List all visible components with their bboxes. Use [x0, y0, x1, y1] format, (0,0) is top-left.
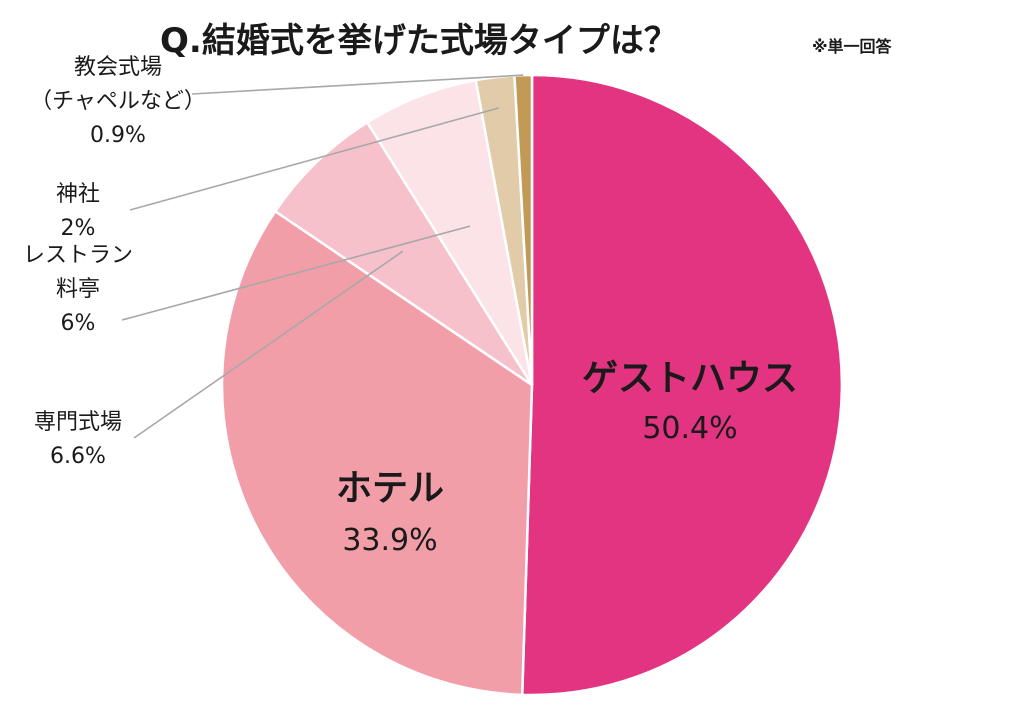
chart-title: Q.結婚式を挙げた式場タイプは？ [160, 21, 678, 61]
pie-slice-1 [520, 73, 844, 697]
pie-slice-2 [220, 209, 534, 697]
slice-value-1: 50.4% [642, 411, 737, 446]
leader-line-4 [121, 225, 471, 321]
slice-label-2: ホテル [336, 468, 444, 509]
slice-label-6-line-1: 教会式場 [74, 55, 162, 80]
leader-line-5 [129, 107, 499, 211]
slice-value-6: 0.9% [90, 123, 146, 148]
slice-label-5-line-1: 神社 [56, 182, 100, 207]
slice-value-4: 6% [61, 311, 96, 336]
slice-label-4-line-2: 料亭 [56, 277, 100, 302]
pie-slice-3 [273, 120, 534, 387]
pie-slices [220, 73, 844, 697]
slice-value-5: 2% [61, 216, 96, 241]
slice-value-3: 6.6% [50, 444, 106, 469]
chart-note: ※単一回答 [812, 37, 893, 56]
slice-label-1: ゲストハウス [582, 358, 798, 399]
slice-value-2: 33.9% [342, 523, 437, 558]
leader-line-6 [191, 74, 524, 95]
slice-label-6-line-2: （チャペルなど） [30, 89, 206, 114]
slice-label-4-line-1: レストラン [23, 243, 133, 268]
leader-line-3 [133, 250, 404, 439]
slice-label-3-line-1: 専門式場 [34, 410, 122, 435]
